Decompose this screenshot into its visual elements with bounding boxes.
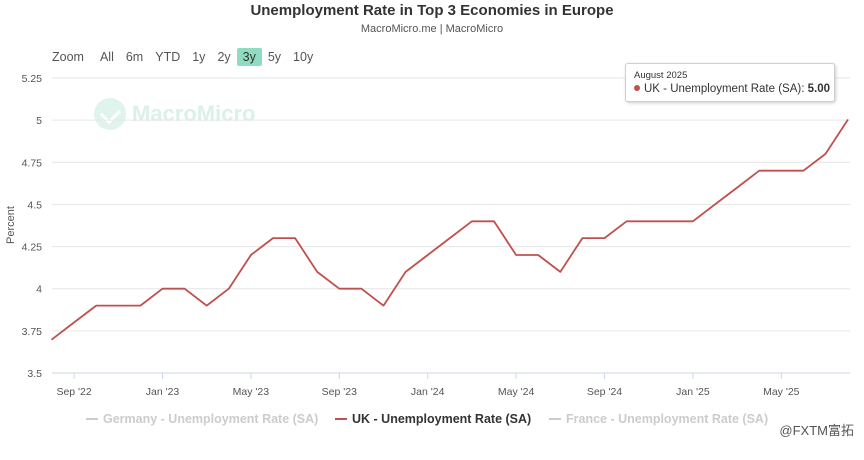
- y-tick-label: 4.5: [27, 199, 42, 211]
- chart-subtitle: MacroMicro.me | MacroMicro: [360, 23, 504, 35]
- grid-lines: [52, 77, 850, 332]
- tooltip-date: August 2025: [634, 70, 688, 81]
- y-tick-label: 3.5: [27, 368, 42, 380]
- tooltip: August 2025 UK - Unemployment Rate (SA):…: [625, 63, 835, 102]
- legend-item-germany[interactable]: Germany - Unemployment Rate (SA): [86, 412, 318, 426]
- legend-item-uk[interactable]: UK - Unemployment Rate (SA): [335, 412, 531, 426]
- tooltip-value: 5.00: [807, 83, 830, 95]
- x-tick-label: May '25: [763, 386, 800, 398]
- x-tick-label: Jan '25: [676, 386, 710, 398]
- legend-swatch-icon: [335, 418, 347, 420]
- corner-watermark: @FXTM富拓: [779, 423, 854, 438]
- range-button-1y[interactable]: 1y: [192, 50, 206, 64]
- chart-title: Unemployment Rate in Top 3 Economies in …: [250, 2, 614, 19]
- watermark: MacroMicro: [94, 98, 255, 130]
- series-line-uk: [51, 119, 849, 341]
- tooltip-series-name: UK - Unemployment Rate (SA): [644, 83, 802, 95]
- watermark-text: MacroMicro: [132, 101, 256, 126]
- tooltip-row: UK - Unemployment Rate (SA): 5.00: [634, 83, 830, 95]
- y-axis-label: Percent: [5, 206, 17, 244]
- macromicro-logo-icon: [94, 98, 126, 130]
- x-tick-label: Jan '23: [146, 386, 180, 398]
- range-button-6m[interactable]: 6m: [125, 50, 144, 64]
- x-tick-label: May '24: [498, 386, 535, 398]
- legend-label: Germany - Unemployment Rate (SA): [103, 412, 319, 426]
- y-tick-label: 5.25: [22, 73, 43, 85]
- x-tick-label: May '23: [233, 386, 270, 398]
- range-button-2y[interactable]: 2y: [217, 50, 231, 64]
- legend-label: France - Unemployment Rate (SA): [566, 412, 769, 426]
- y-tick-label: 4.25: [22, 242, 43, 254]
- y-tick-label: 4: [36, 284, 42, 296]
- y-tick-label: 4.75: [22, 157, 43, 169]
- series-layer: [51, 119, 849, 341]
- legend-label: UK - Unemployment Rate (SA): [352, 412, 532, 426]
- legend: Germany - Unemployment Rate (SA) UK - Un…: [0, 412, 864, 432]
- range-button-10y[interactable]: 10y: [293, 50, 314, 64]
- tooltip-series-dot-icon: [634, 85, 640, 91]
- range-selector: Zoom All 6m YTD 1y 2y 3y 5y 10y: [52, 48, 319, 66]
- x-tick-label: Sep '23: [322, 386, 357, 398]
- range-button-3y[interactable]: 3y: [236, 48, 262, 66]
- y-tick-label: 5: [36, 115, 42, 127]
- x-tick-label: Sep '22: [56, 386, 91, 398]
- range-button-all[interactable]: All: [99, 50, 114, 64]
- y-tick-label: 3.75: [22, 326, 43, 338]
- x-tick-label: Sep '24: [587, 386, 622, 398]
- legend-swatch-icon: [549, 418, 561, 420]
- x-tick-label: Jan '24: [411, 386, 445, 398]
- range-button-ytd[interactable]: YTD: [155, 50, 181, 64]
- legend-item-france[interactable]: France - Unemployment Rate (SA): [549, 412, 768, 426]
- range-button-5y[interactable]: 5y: [267, 50, 282, 64]
- zoom-label: Zoom: [52, 50, 84, 64]
- y-axis-ticks: 3.5 3.75 4 4.25 4.5 4.75 5 5.25: [22, 73, 43, 380]
- legend-swatch-icon: [86, 418, 98, 420]
- x-axis-ticks: Sep '22 Jan '23 May '23 Sep '23 Jan '24 May '…: [56, 373, 800, 398]
